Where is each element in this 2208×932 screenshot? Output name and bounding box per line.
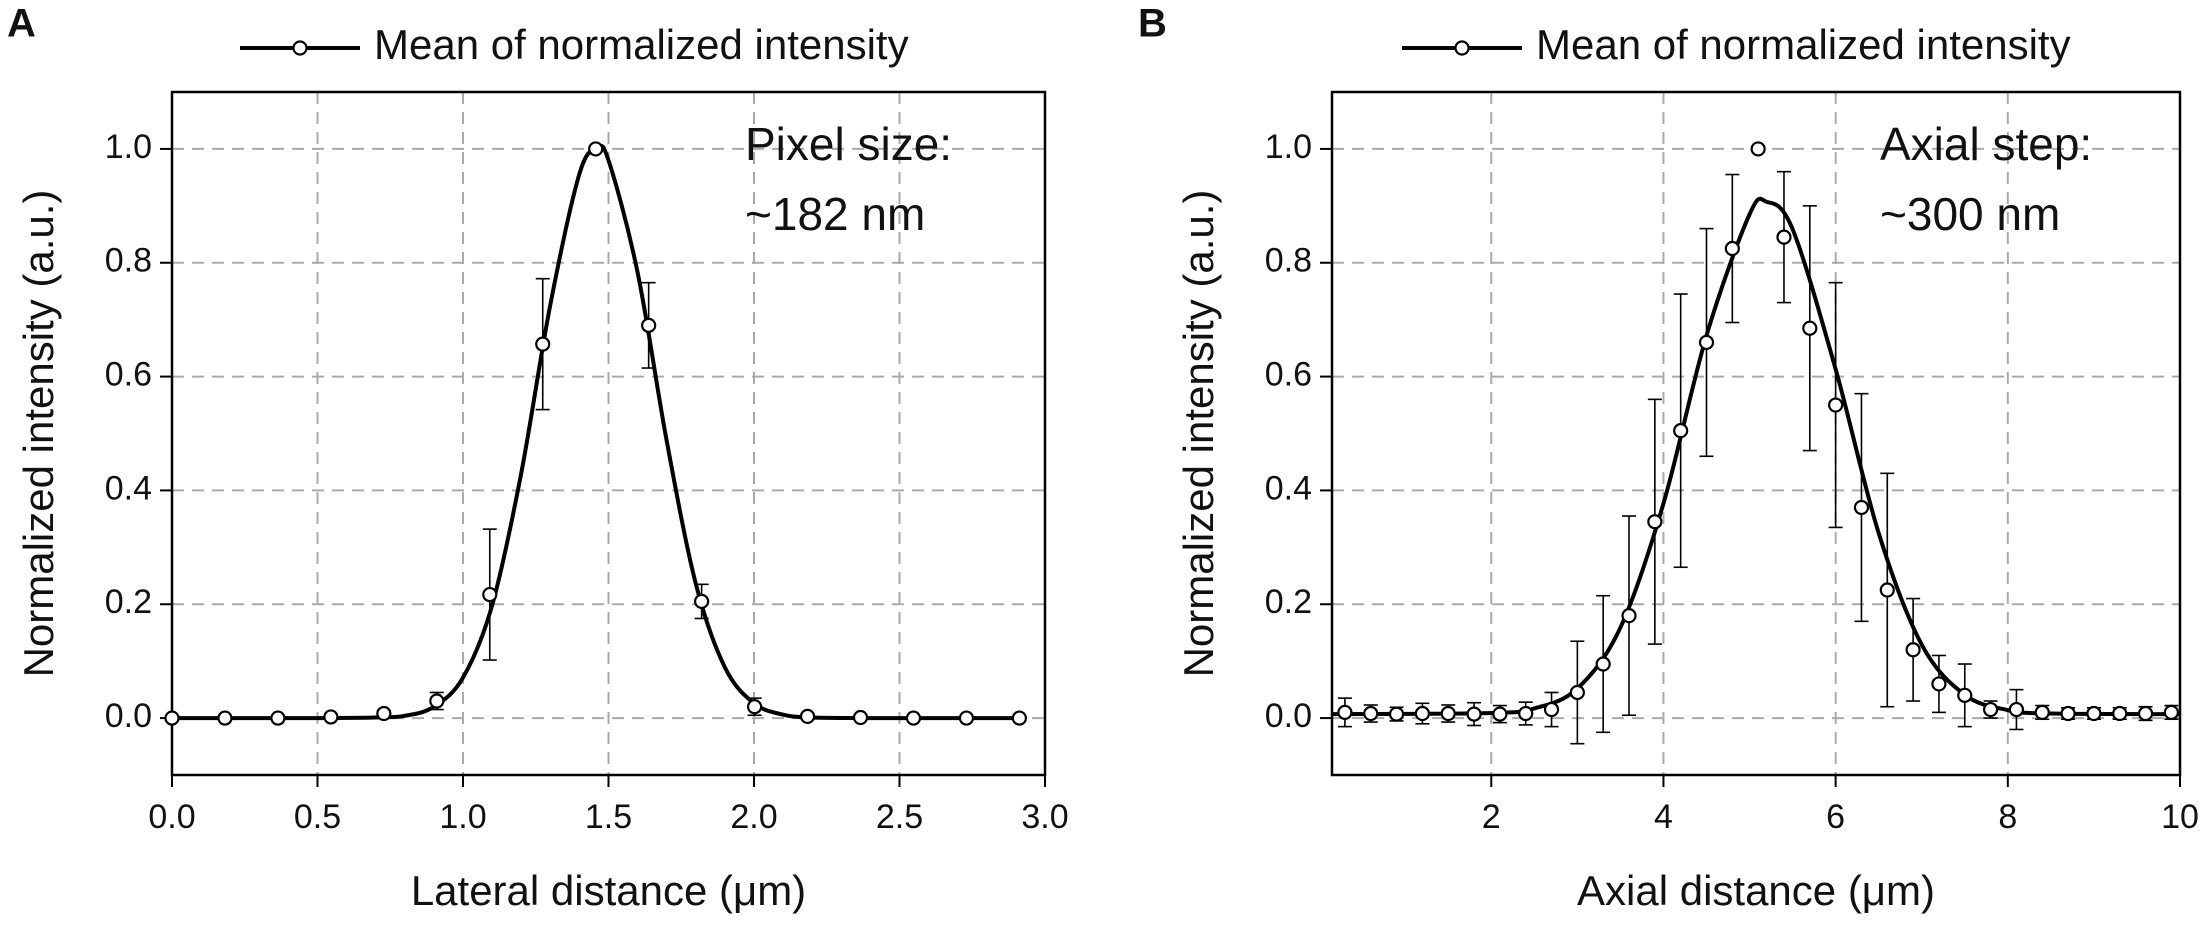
x-tick-label: 3.0	[1021, 798, 1068, 836]
chart-panel: B 0.0 0.2 0.4 0.6 0.8 1.0 2 4 6 8 10 Axial distance …	[1138, 2, 2199, 915]
data-point	[2112, 705, 2128, 722]
data-point	[2163, 704, 2179, 720]
y-tick-label: 0.4	[105, 469, 152, 507]
y-tick-label: 1.0	[1265, 128, 1312, 166]
legend-marker	[292, 40, 308, 56]
x-axis-title: Lateral distance (μm)	[411, 867, 806, 914]
x-tick-label: 8	[1998, 798, 2017, 836]
data-point	[1011, 710, 1027, 726]
plot-frame	[170, 90, 1047, 777]
data-point	[694, 593, 710, 610]
legend-label: Mean of normalized intensity	[374, 21, 909, 68]
data-point	[1828, 397, 1844, 413]
y-tick-label: 0.2	[1265, 583, 1312, 621]
y-tick-label: 0.2	[105, 583, 152, 621]
data-point	[2008, 701, 2025, 718]
data-point	[2137, 705, 2154, 722]
y-axis-title: Normalized intensity (a.u.)	[15, 190, 62, 678]
data-point	[535, 336, 551, 352]
y-tick-label: 0.0	[1265, 697, 1312, 735]
x-tick-label: 4	[1654, 798, 1673, 836]
legend-label: Mean of normalized intensity	[1536, 21, 2071, 68]
data-point	[1853, 499, 1870, 516]
data-point	[270, 710, 286, 726]
x-tick-label: 2.0	[730, 798, 777, 836]
annotation: Pixel size:	[745, 118, 952, 170]
data-point	[482, 586, 498, 603]
data-point	[1931, 676, 1947, 692]
x-tick-label: 2.5	[876, 798, 923, 836]
data-point	[852, 709, 869, 726]
chart-panel: A 0.0 0.2 0.4 0.6 0.8 1.0 0.0 0.5 1.0 1.5 2.0 2.5 3.0…	[7, 2, 1069, 915]
x-tick-label: 0.0	[148, 798, 195, 836]
data-point	[799, 708, 816, 724]
data-point	[1337, 704, 1353, 720]
data-point	[1595, 656, 1611, 672]
y-tick-label: 1.0	[105, 128, 152, 166]
x-tick-label: 1.5	[585, 798, 632, 836]
data-point	[1492, 706, 1508, 722]
y-tick-label: 0.6	[105, 356, 152, 394]
data-point	[1957, 687, 1973, 703]
x-tick-label: 6	[1826, 798, 1845, 836]
data-point	[1466, 706, 1482, 722]
x-axis-title: Axial distance (μm)	[1577, 867, 1935, 914]
data-point	[1982, 701, 1999, 718]
data-point	[1388, 706, 1405, 722]
annotation: ~182 nm	[745, 188, 925, 240]
y-tick-label: 0.6	[1265, 356, 1312, 394]
data-point	[1776, 229, 1792, 245]
data-point	[1569, 684, 1585, 701]
data-point	[1724, 240, 1740, 257]
data-point	[641, 317, 657, 333]
data-point	[1440, 705, 1456, 722]
data-point	[217, 710, 233, 726]
data-point	[1802, 320, 1818, 336]
y-tick-label: 0.8	[1265, 242, 1312, 280]
data-point	[1543, 701, 1560, 718]
data-point	[1414, 705, 1430, 722]
data-point	[429, 693, 445, 709]
data-point	[1698, 334, 1715, 351]
data-point	[1621, 608, 1637, 624]
y-tick-label: 0.0	[105, 697, 152, 735]
data-point	[1673, 423, 1689, 439]
data-point	[1363, 705, 1379, 722]
annotation: Axial step:	[1880, 118, 2092, 170]
data-point	[588, 141, 604, 157]
annotation: ~300 nm	[1880, 188, 2060, 240]
data-point	[1750, 141, 1766, 157]
data-point	[1518, 705, 1534, 722]
plot-frame	[1330, 90, 2182, 777]
fit-curve	[1331, 196, 2181, 717]
x-tick-label: 10	[2161, 798, 2199, 836]
data-point	[376, 705, 392, 722]
data-point	[958, 710, 975, 726]
data-point	[2060, 705, 2076, 722]
data-point	[1647, 514, 1663, 530]
x-tick-label: 2	[1482, 798, 1501, 836]
x-tick-label: 0.5	[294, 798, 341, 836]
data-point	[2086, 705, 2102, 722]
data-point	[746, 699, 763, 715]
data-point	[164, 710, 180, 726]
legend-marker	[1454, 40, 1470, 56]
data-point	[1879, 582, 1895, 598]
panel-label: A	[7, 2, 36, 46]
x-tick-label: 1.0	[439, 798, 486, 836]
y-axis-title: Normalized intensity (a.u.)	[1175, 190, 1222, 678]
y-tick-label: 0.8	[105, 242, 152, 280]
data-point	[905, 710, 922, 726]
data-point	[323, 709, 339, 725]
data-point	[1905, 642, 1921, 658]
data-point	[2034, 704, 2050, 720]
panel-label: B	[1138, 2, 1167, 46]
y-tick-label: 0.4	[1265, 469, 1312, 507]
